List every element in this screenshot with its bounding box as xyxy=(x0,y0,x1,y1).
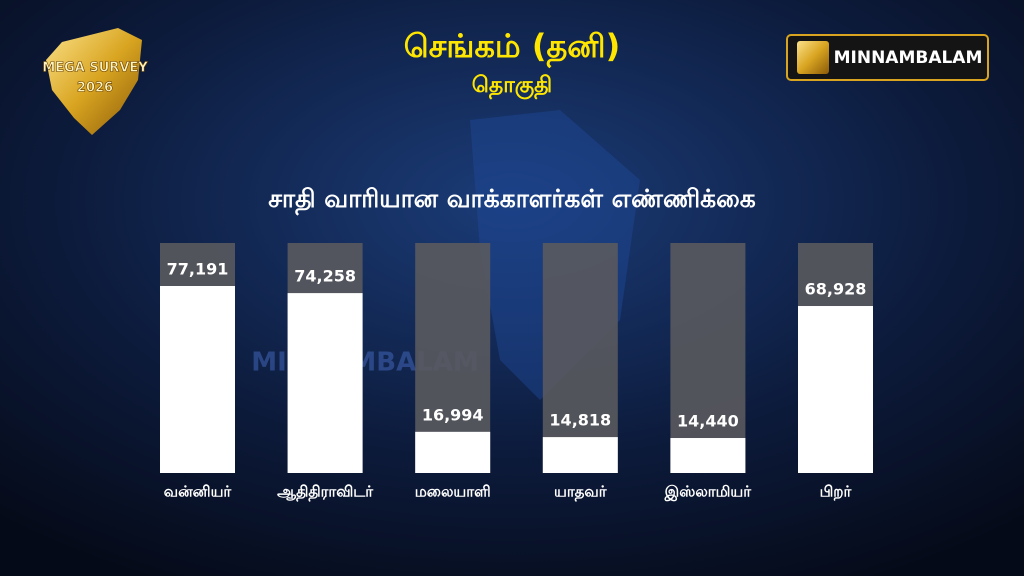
category-label: இஸ்லாமியர் xyxy=(664,483,753,502)
bar xyxy=(670,438,746,473)
category-label: யாதவர் xyxy=(554,483,608,502)
bar-track xyxy=(670,243,746,473)
subtitle: தொகுதி xyxy=(472,73,552,100)
survey-badge xyxy=(46,28,142,135)
chart-title: சாதி வாரியான வாக்காளர்கள் எண்ணிக்கை xyxy=(268,184,756,216)
value-label: 74,258 xyxy=(294,267,356,286)
category-label: வன்னியர் xyxy=(164,483,233,501)
logo-icon xyxy=(797,41,829,74)
bar xyxy=(542,437,618,473)
value-label: 77,191 xyxy=(167,260,229,279)
category-label: மலையாளி xyxy=(415,483,491,501)
title: செங்கம் (தனி) xyxy=(404,27,620,68)
bar xyxy=(160,286,235,473)
bar xyxy=(287,293,363,473)
value-label: 14,818 xyxy=(549,411,611,430)
value-label: 14,440 xyxy=(677,412,739,431)
survey-year: 2026 xyxy=(77,81,113,96)
category-label: ஆதிதிராவிடர் xyxy=(277,483,374,502)
logo-text: MINNAMBALAM xyxy=(834,48,983,68)
category-label: பிறர் xyxy=(820,483,853,501)
value-label: 16,994 xyxy=(422,405,484,424)
bar xyxy=(415,431,491,473)
survey-name: MEGA SURVEY xyxy=(42,61,148,76)
bar-track xyxy=(542,243,618,473)
logo-box xyxy=(786,34,989,81)
value-label: 68,928 xyxy=(805,280,867,299)
bar xyxy=(798,306,873,473)
